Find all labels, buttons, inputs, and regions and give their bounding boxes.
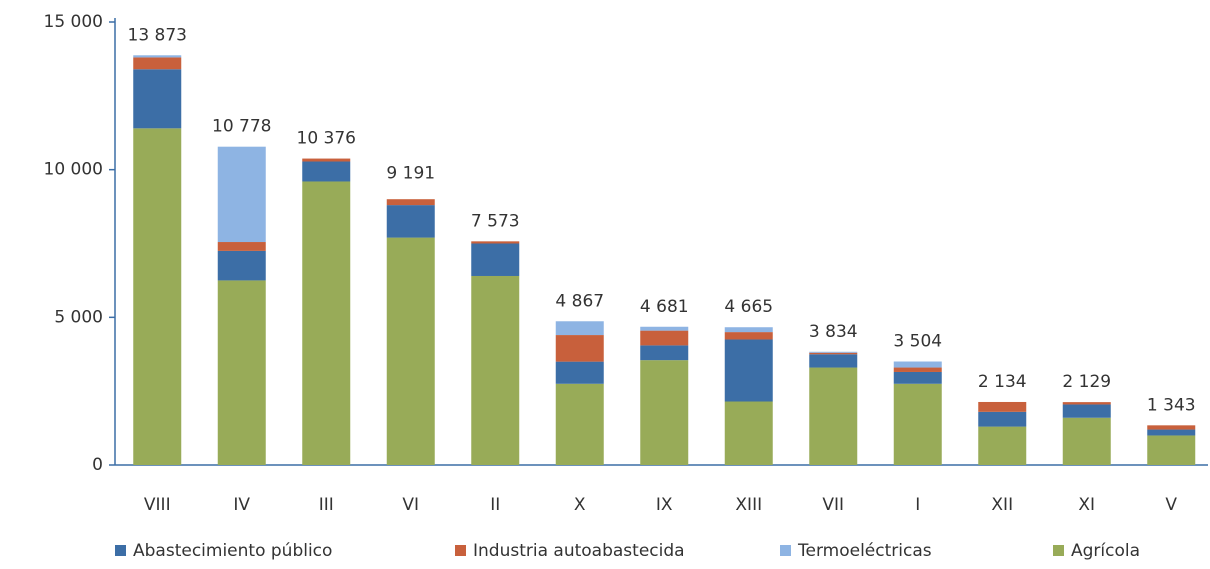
bar-segment	[555, 361, 604, 384]
bar-segment	[302, 181, 351, 466]
bar-segment	[1062, 417, 1111, 465]
legend-swatch	[455, 545, 466, 556]
bar-segment	[893, 361, 942, 368]
legend-swatch	[115, 545, 126, 556]
bar-segment	[640, 326, 689, 331]
bar-segment	[809, 354, 858, 368]
y-tick-label: 15 000	[44, 12, 103, 32]
legend-swatch	[780, 545, 791, 556]
bar-segment	[893, 371, 942, 384]
x-tick-label: IX	[656, 495, 673, 515]
bar-segment	[133, 69, 182, 129]
total-label: 4 681	[640, 297, 689, 317]
x-tick-label: XI	[1078, 495, 1095, 515]
total-label: 4 665	[724, 297, 773, 317]
total-label: 2 134	[978, 372, 1027, 392]
bar-segment	[640, 345, 689, 361]
bar-segment	[978, 411, 1027, 427]
bar-segment	[724, 339, 773, 402]
total-label: 4 867	[555, 291, 604, 311]
bar-segment	[555, 383, 604, 465]
x-tick-label: VII	[822, 495, 844, 515]
bar-segment	[893, 367, 942, 372]
x-tick-label: I	[915, 495, 920, 515]
x-tick-label: XIII	[735, 495, 762, 515]
legend-label: Abastecimiento público	[133, 541, 332, 561]
total-label: 13 873	[128, 25, 187, 45]
bar-segment	[471, 243, 520, 276]
total-label: 3 504	[893, 332, 942, 352]
legend-label: Industria autoabastecida	[473, 541, 685, 561]
bar-segment	[133, 57, 182, 70]
bar-segment	[1147, 429, 1196, 436]
bar-segment	[471, 241, 520, 244]
x-tick-label: X	[574, 495, 586, 515]
bar-segment	[471, 275, 520, 465]
total-label: 1 343	[1147, 395, 1196, 415]
y-tick-label: 10 000	[44, 160, 103, 180]
bar-segment	[640, 330, 689, 346]
bar-segment	[302, 161, 351, 182]
total-label: 2 129	[1062, 372, 1111, 392]
bar-segment	[1147, 425, 1196, 430]
bar-segment	[724, 401, 773, 465]
bar-segment	[217, 250, 266, 281]
x-tick-label: II	[490, 495, 500, 515]
x-tick-label: IV	[233, 495, 250, 515]
bar-segment	[302, 158, 351, 162]
bar-segment	[1147, 435, 1196, 465]
x-tick-label: XII	[991, 495, 1013, 515]
x-tick-label: VIII	[144, 495, 171, 515]
bar-segment	[386, 199, 435, 206]
bar-segment	[978, 426, 1027, 465]
bar-segment	[133, 128, 182, 465]
legend-swatch	[1053, 545, 1064, 556]
bar-segment	[640, 360, 689, 465]
x-tick-label: VI	[402, 495, 419, 515]
bar-segment	[217, 146, 266, 243]
total-label: 10 778	[212, 117, 271, 137]
bar-segment	[978, 401, 1027, 412]
bar-segment	[1062, 404, 1111, 418]
bar-segment	[809, 367, 858, 465]
bar-segment	[217, 280, 266, 465]
bar-segment	[133, 55, 182, 58]
bar-segment	[809, 352, 858, 355]
y-tick-label: 5 000	[54, 307, 103, 327]
x-tick-label: III	[319, 495, 334, 515]
legend-label: Agrícola	[1071, 541, 1140, 561]
total-label: 7 573	[471, 211, 520, 231]
bar-segment	[386, 205, 435, 238]
x-tick-label: V	[1165, 495, 1177, 515]
legend-label: Termoeléctricas	[797, 541, 932, 561]
bar-segment	[555, 321, 604, 336]
bar-segment	[217, 242, 266, 251]
total-label: 10 376	[297, 129, 356, 149]
total-label: 3 834	[809, 322, 858, 342]
bar-segment	[893, 383, 942, 465]
y-tick-label: 0	[92, 455, 103, 475]
bar-segment	[555, 335, 604, 362]
total-label: 9 191	[386, 164, 435, 184]
bar-segment	[724, 332, 773, 340]
bar-segment	[1062, 402, 1111, 405]
bar-segment	[809, 351, 858, 353]
bar-segment	[386, 237, 435, 465]
bar-segment	[724, 327, 773, 333]
